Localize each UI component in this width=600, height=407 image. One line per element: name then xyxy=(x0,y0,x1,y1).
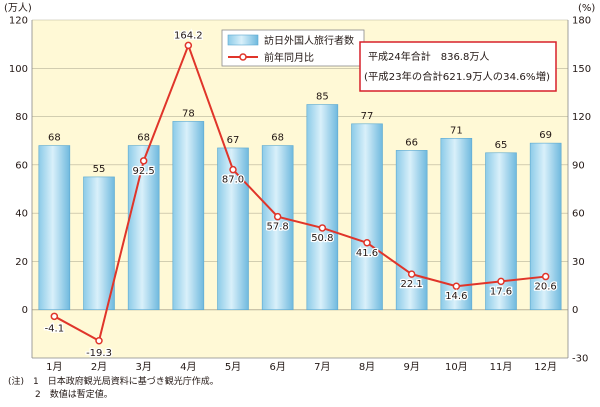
right-tick-label: 60 xyxy=(572,209,585,220)
line-point xyxy=(541,272,550,281)
annotation-box: 平成24年合計 836.8万人 (平成23年の合計621.9万人の34.6%増) xyxy=(359,41,557,92)
left-tick-label: 20 xyxy=(15,257,28,268)
legend-bar-swatch xyxy=(227,34,259,46)
x-tick-label: 2月 xyxy=(91,361,107,373)
bar xyxy=(306,104,339,311)
line-value-label: 14.6 xyxy=(445,291,467,302)
bar xyxy=(529,142,562,311)
line-path xyxy=(53,42,546,343)
line-point xyxy=(497,277,505,286)
bar-value-label: 67 xyxy=(227,135,240,146)
left-tick-label: 100 xyxy=(9,64,28,75)
annotation-line2: (平成23年の合計621.9万人の34.6%増) xyxy=(364,70,550,83)
bar xyxy=(83,176,115,311)
bar-value-label: 71 xyxy=(450,125,463,136)
bar xyxy=(38,145,71,311)
bar-value-label: 78 xyxy=(182,108,195,119)
x-tick-label: 8月 xyxy=(359,361,375,373)
right-axis-unit: (%) xyxy=(578,3,595,14)
legend-box xyxy=(221,29,365,67)
bar-value-label: 68 xyxy=(48,133,61,144)
bar-value-label: 85 xyxy=(316,92,329,103)
line-value-label: -4.1 xyxy=(45,323,65,334)
legend-line-label: 前年同月比 xyxy=(264,51,314,64)
bar xyxy=(395,150,428,311)
line-point xyxy=(139,157,148,165)
bar-value-label: 66 xyxy=(405,137,418,148)
left-axis-unit: (万人) xyxy=(4,2,32,14)
bar xyxy=(172,121,205,311)
line-value-label: 22.1 xyxy=(401,279,423,290)
left-tick-label: 60 xyxy=(15,160,28,171)
bar-value-label: 65 xyxy=(495,140,508,151)
x-tick-label: 4月 xyxy=(180,361,196,373)
x-tick-label: 10月 xyxy=(445,361,468,373)
bar-value-label: 77 xyxy=(361,111,374,122)
line-value-label: 17.6 xyxy=(490,286,512,297)
line-point xyxy=(50,312,59,321)
left-tick-label: 40 xyxy=(15,209,28,220)
right-tick-label: 180 xyxy=(572,16,591,27)
bar-value-label: 55 xyxy=(93,164,106,175)
line-point xyxy=(184,41,193,50)
line-point xyxy=(407,270,416,278)
data-labels: 68 55 68 78 67 68 85 77 66 71 65 69 -4.1 -19.3 92.5 164… xyxy=(43,29,558,360)
line-value-label: 57.8 xyxy=(267,222,289,233)
line-value-label: 164.2 xyxy=(174,30,203,41)
axes: 0 20 40 60 80 100 120 -30 0 30 60 90 120 150 180 (万人) (%… xyxy=(4,2,595,373)
bar xyxy=(217,147,249,311)
line-point xyxy=(363,239,371,247)
line-point xyxy=(318,224,327,232)
line-series xyxy=(50,41,550,345)
left-tick-label: 120 xyxy=(9,16,28,27)
legend-line-marker xyxy=(239,53,247,61)
bar xyxy=(351,123,383,311)
right-tick-label: -30 xyxy=(572,354,588,365)
right-tick-label: 0 xyxy=(572,305,578,316)
line-point xyxy=(95,337,103,345)
line-point xyxy=(273,212,282,221)
bar-series xyxy=(38,104,562,311)
bar-value-label: 68 xyxy=(271,133,284,144)
line-value-label: 50.8 xyxy=(311,233,333,244)
line-value-label: 41.6 xyxy=(356,248,378,259)
x-tick-label: 12月 xyxy=(534,361,557,373)
bar-value-label: 68 xyxy=(137,133,150,144)
legend-bar-label: 訪日外国人旅行者数 xyxy=(264,34,354,47)
bar xyxy=(440,138,473,311)
line-value-label: -19.3 xyxy=(86,348,112,359)
x-tick-label: 9月 xyxy=(403,361,419,373)
right-tick-label: 90 xyxy=(572,160,585,171)
left-tick-label: 0 xyxy=(22,305,28,316)
bar-value-label: 69 xyxy=(539,130,552,141)
annotation-line1: 平成24年合計 836.8万人 xyxy=(368,50,489,63)
note-2: 2 数値は暫定値。 xyxy=(8,390,113,400)
line-value-label: 20.6 xyxy=(535,282,557,293)
line-point xyxy=(229,165,237,174)
note-1: (注) 1 日本政府観光局資料に基づき観光庁作成。 xyxy=(8,377,219,387)
gridlines xyxy=(32,19,568,311)
left-tick-label: 80 xyxy=(15,112,28,123)
line-value-label: 92.5 xyxy=(133,166,155,177)
x-tick-label: 1月 xyxy=(46,361,62,373)
x-tick-label: 3月 xyxy=(135,361,151,373)
right-tick-label: 150 xyxy=(572,64,591,75)
x-tick-label: 7月 xyxy=(314,361,330,373)
x-tick-label: 5月 xyxy=(225,361,241,373)
bar xyxy=(127,145,160,311)
notes: (注) 1 日本政府観光局資料に基づき観光庁作成。 2 数値は暫定値。 xyxy=(8,376,219,402)
bar xyxy=(261,145,294,311)
line-point xyxy=(452,282,461,290)
line-value-label: 87.0 xyxy=(222,175,244,186)
annotation-frame xyxy=(359,41,557,92)
x-tick-label: 6月 xyxy=(269,361,285,373)
x-tick-label: 11月 xyxy=(490,361,513,373)
right-tick-label: 30 xyxy=(572,257,585,268)
right-tick-label: 120 xyxy=(572,112,591,123)
